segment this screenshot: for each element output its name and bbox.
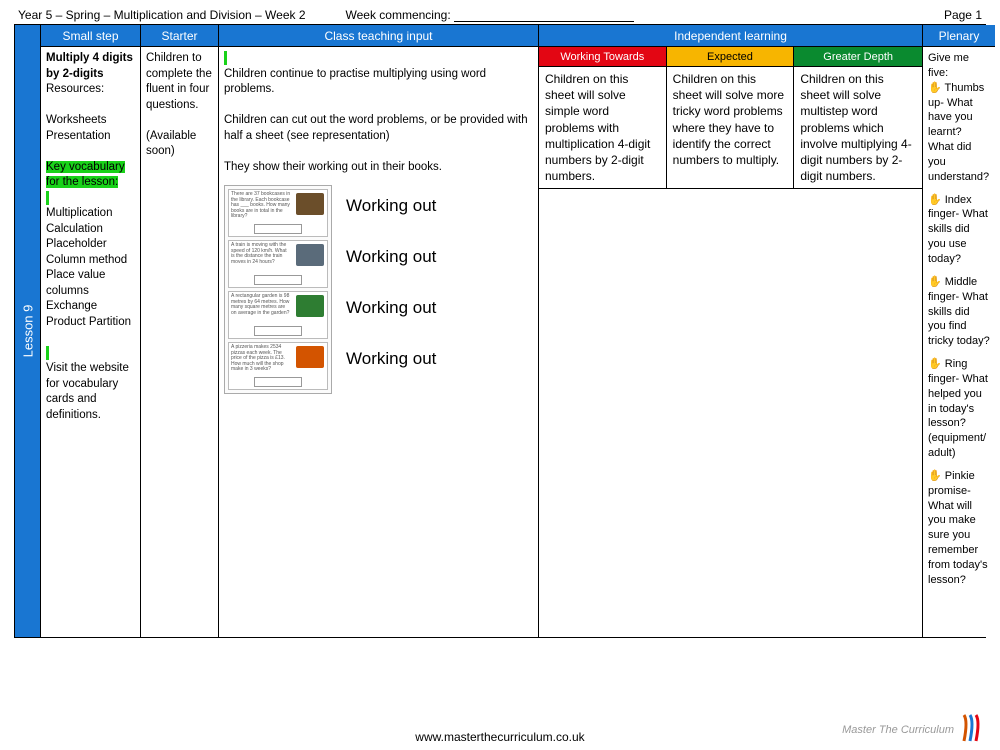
hdr-smallstep: Small step bbox=[41, 25, 141, 47]
gd-text: Children on this sheet will solve multis… bbox=[794, 67, 922, 189]
sub-expected: Expected bbox=[667, 47, 795, 67]
starter-text: Children to complete the fluent in four … bbox=[146, 52, 212, 111]
plan-grid: Lesson 9 Small step Starter Class teachi… bbox=[14, 24, 986, 638]
vocab-list: Multiplication Calculation Placeholder C… bbox=[46, 207, 131, 328]
green-accent-bar bbox=[46, 191, 49, 205]
brand-text: Master The Curriculum bbox=[842, 724, 954, 736]
lesson-number-column: Lesson 9 bbox=[15, 25, 41, 637]
vocab-note: Visit the website for vocabulary cards a… bbox=[46, 362, 129, 421]
worksheet-card: A rectangular garden is 98 metres by 64 … bbox=[228, 291, 328, 339]
teaching-p1: Children continue to practise multiplyin… bbox=[224, 68, 486, 96]
hdr-plenary: Plenary bbox=[923, 25, 995, 47]
page-number: Page 1 bbox=[944, 8, 982, 22]
smallstep-title: Multiply 4 digits by 2-digits bbox=[46, 52, 133, 80]
worksheet-sample: There are 37 bookcases in the library. E… bbox=[224, 185, 533, 394]
working-out-label: Working out bbox=[346, 297, 436, 320]
answer-box bbox=[254, 224, 302, 234]
teaching-cell: Children continue to practise multiplyin… bbox=[219, 47, 539, 637]
card-image-icon bbox=[296, 346, 324, 368]
teaching-p2: Children can cut out the word problems, … bbox=[224, 114, 528, 142]
working-out-label: Working out bbox=[346, 348, 436, 371]
keyvocab-label: Key vocabulary for the lesson: bbox=[46, 161, 125, 189]
brand-mark: Master The Curriculum bbox=[842, 713, 982, 746]
card-image-icon bbox=[296, 193, 324, 215]
independent-learning-wrap: Working Towards Expected Greater Depth C… bbox=[539, 47, 923, 637]
top-bar: Year 5 – Spring – Multiplication and Div… bbox=[14, 6, 986, 24]
hdr-teaching: Class teaching input bbox=[219, 25, 539, 47]
hdr-starter: Starter bbox=[141, 25, 219, 47]
sub-working-towards: Working Towards bbox=[539, 47, 667, 67]
worksheet-card: There are 37 bookcases in the library. E… bbox=[228, 189, 328, 237]
green-accent-bar-3 bbox=[224, 51, 227, 65]
hdr-independent: Independent learning bbox=[539, 25, 923, 47]
starter-cell: Children to complete the fluent in four … bbox=[141, 47, 219, 637]
plenary-item: ✋ Thumbs up- What have you learnt? What … bbox=[928, 81, 990, 185]
wc-blank-line bbox=[454, 10, 634, 22]
il-empty-area bbox=[539, 189, 922, 637]
starter-avail: (Available soon) bbox=[146, 130, 196, 158]
answer-box bbox=[254, 377, 302, 387]
card-image-icon bbox=[296, 295, 324, 317]
ex-text: Children on this sheet will solve more t… bbox=[667, 67, 795, 189]
plenary-item: ✋ Middle finger- What skills did you fin… bbox=[928, 275, 990, 349]
working-out-label: Working out bbox=[346, 195, 436, 218]
teaching-p3: They show their working out in their boo… bbox=[224, 161, 442, 173]
green-accent-bar-2 bbox=[46, 346, 49, 360]
plenary-item: ✋ Ring finger- What helped you in today'… bbox=[928, 357, 990, 461]
wt-text: Children on this sheet will solve simple… bbox=[539, 67, 667, 189]
worksheet-card: A pizzeria makes 2534 pizzas each week. … bbox=[228, 342, 328, 390]
working-out-label: Working out bbox=[346, 246, 436, 269]
answer-box bbox=[254, 275, 302, 285]
plenary-cell: Give me five: ✋ Thumbs up- What have you… bbox=[923, 47, 995, 637]
ribbon-icon bbox=[958, 713, 982, 746]
working-out-column: Working out Working out Working out Work… bbox=[346, 185, 436, 394]
smallstep-cell: Multiply 4 digits by 2-digits Resources:… bbox=[41, 47, 141, 637]
lesson-plan-page: Year 5 – Spring – Multiplication and Div… bbox=[14, 6, 986, 638]
worksheet-strip: There are 37 bookcases in the library. E… bbox=[224, 185, 332, 394]
footer-url: www.masterthecurriculum.co.uk bbox=[415, 730, 584, 744]
resources: Worksheets Presentation bbox=[46, 114, 111, 142]
resources-label: Resources: bbox=[46, 83, 104, 95]
sub-greater-depth: Greater Depth bbox=[794, 47, 922, 67]
card-image-icon bbox=[296, 244, 324, 266]
lesson-label: Lesson 9 bbox=[20, 305, 35, 358]
plenary-item: ✋ Index finger- What skills did you use … bbox=[928, 193, 990, 267]
plenary-item: ✋ Pinkie promise- What will you make sur… bbox=[928, 469, 990, 588]
week-commencing: Week commencing: bbox=[346, 8, 635, 22]
plenary-intro: Give me five: bbox=[928, 52, 969, 79]
worksheet-card: A train is moving with the speed of 120 … bbox=[228, 240, 328, 288]
doc-title: Year 5 – Spring – Multiplication and Div… bbox=[18, 8, 306, 22]
answer-box bbox=[254, 326, 302, 336]
